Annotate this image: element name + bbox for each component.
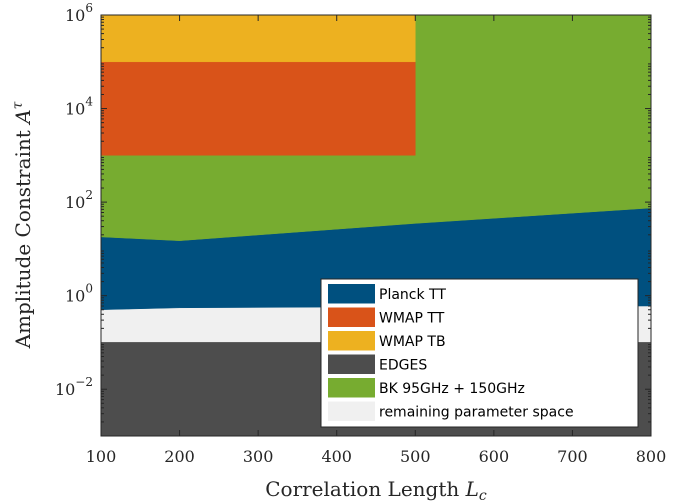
axis-ticks bbox=[100, 14, 652, 436]
y-tick-label: 102 bbox=[65, 188, 93, 212]
legend-swatch-remaining-parameter-space bbox=[328, 401, 375, 421]
legend-swatch-planck-tt bbox=[328, 284, 375, 304]
x-tick-label: 700 bbox=[557, 447, 588, 466]
legend-label-wmap-tt: WMAP TT bbox=[379, 311, 445, 327]
legend-swatch-wmap-tb bbox=[328, 331, 375, 351]
x-axis-title: Correlation Length Lc bbox=[265, 477, 487, 504]
constraint-regions bbox=[100, 14, 652, 437]
y-axis-title: Amplitude Constraint Aτ bbox=[10, 101, 35, 349]
legend-label-planck-tt: Planck TT bbox=[379, 287, 446, 303]
y-tick-label: 106 bbox=[65, 1, 93, 25]
region-wmap-tt bbox=[100, 61, 416, 156]
legend-label-wmap-tb: WMAP TB bbox=[379, 334, 446, 350]
x-tick-label: 300 bbox=[243, 447, 274, 466]
plot-frame bbox=[100, 14, 652, 437]
y-tick-label: 10−2 bbox=[55, 375, 93, 399]
x-tick-label: 100 bbox=[86, 447, 117, 466]
x-tick-label: 400 bbox=[321, 447, 352, 466]
x-tick-label: 800 bbox=[636, 447, 667, 466]
y-tick-label: 104 bbox=[65, 95, 93, 119]
legend-label-remaining-parameter-space: remaining parameter space bbox=[379, 405, 574, 421]
legend-swatch-bk-95ghz-150ghz bbox=[328, 378, 375, 398]
region-wmap-tb bbox=[100, 14, 416, 63]
x-tick-label: 200 bbox=[164, 447, 195, 466]
legend-swatch-edges bbox=[328, 354, 375, 374]
x-tick-label: 600 bbox=[479, 447, 510, 466]
legend: Planck TT WMAP TT WMAP TB EDGES BK 95GHz + 1… bbox=[320, 278, 639, 428]
x-tick-label: 500 bbox=[400, 447, 431, 466]
y-tick-labels: 106 104 102 100 10−2 bbox=[55, 1, 93, 399]
legend-label-edges: EDGES bbox=[379, 358, 427, 374]
y-tick-label: 100 bbox=[65, 282, 93, 306]
legend-label-bk-95ghz-150ghz: BK 95GHz + 150GHz bbox=[379, 381, 525, 397]
legend-swatch-wmap-tt bbox=[328, 307, 375, 327]
x-tick-labels: 100 200 300 400 500 600 700 800 bbox=[86, 447, 667, 466]
